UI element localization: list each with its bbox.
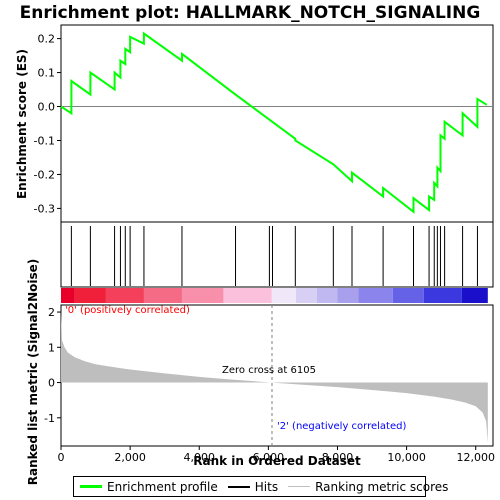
metric-panel: 210-1 0 2,000 4,000 6,000 8,000 10,000 12,000 …: [26, 259, 495, 486]
enrichment-y-tick-label: 0.2: [38, 33, 56, 46]
color-bar-segment: [337, 288, 359, 303]
metric-x-tick-label: 10,000: [387, 451, 426, 464]
color-bar-segment: [392, 288, 424, 303]
color-bar-segment: [105, 288, 144, 303]
metric-x-tick-label: 12,000: [456, 451, 495, 464]
legend-metric-label: Ranking metric scores: [315, 479, 449, 494]
color-bar-segment: [461, 288, 488, 303]
legend-green-line-icon: [80, 485, 102, 488]
enrichment-y-tick-label: 0.0: [38, 101, 56, 114]
metric-x-tick-label: 0: [58, 451, 65, 464]
negative-correlation-label: '2' (negatively correlated): [277, 421, 406, 432]
ranked-metric-area: [61, 310, 488, 443]
enrichment-profile-series: [60, 31, 488, 214]
enrichment-y-ticks: 0.2 0.1 0.0 -0.1 -0.2 -0.3: [34, 33, 61, 215]
metric-x-ticks: 0 2,000 4,000 6,000 8,000 10,000 12,000: [58, 446, 495, 464]
color-bar-segment: [143, 288, 182, 303]
ranking-color-bar: [61, 288, 488, 303]
metric-y-axis-label: Ranked list metric (Signal2Noise): [26, 259, 40, 486]
zero-cross-annotation: Zero cross at 6105: [222, 365, 316, 376]
metric-y-tick-label: 0: [48, 377, 55, 390]
metric-x-tick-label: 4,000: [183, 451, 215, 464]
enrichment-y-tick-label: -0.1: [34, 134, 55, 147]
legend-hits-label: Hits: [254, 479, 279, 494]
positive-correlation-label: '0' (positively correlated): [65, 305, 190, 316]
legend-profile-label: Enrichment profile: [107, 479, 218, 494]
color-bar-segment: [61, 288, 75, 303]
enrichment-profile-line: [60, 31, 488, 214]
chart-title: Enrichment plot: HALLMARK_NOTCH_SIGNALIN…: [20, 3, 481, 23]
enrichment-y-tick-label: 0.1: [38, 67, 56, 80]
legend-gray-line-icon: [288, 486, 311, 487]
legend-black-line-icon: [227, 485, 250, 488]
color-bar-segment: [181, 288, 224, 303]
color-bar-segment: [223, 288, 272, 303]
enrichment-panel: 0.2 0.1 0.0 -0.1 -0.2 -0.3 Enrichment score (…: [15, 24, 494, 223]
metric-x-tick-label: 2,000: [114, 451, 146, 464]
color-bar-segment: [74, 288, 106, 303]
metric-plot-area: [60, 304, 494, 447]
legend: Enrichment profile Hits Ranking metric s…: [73, 476, 448, 497]
metric-y-ticks: 2 1 0 -1: [44, 306, 61, 425]
metric-x-tick-label: 8,000: [322, 451, 354, 464]
color-bar-segment: [423, 288, 462, 303]
color-bar-segment: [271, 288, 297, 303]
color-bar-segment: [316, 288, 338, 303]
color-bar-segment: [296, 288, 317, 303]
metric-y-tick-label: 2: [48, 306, 55, 319]
enrichment-y-tick-label: -0.2: [34, 168, 55, 181]
metric-x-tick-label: 6,000: [253, 451, 285, 464]
legend-item-metric: Ranking metric scores: [288, 480, 448, 494]
hits-panel: [60, 221, 494, 303]
enrichment-y-tick-label: -0.3: [34, 202, 55, 215]
legend-item-hits: Hits: [227, 479, 279, 494]
hit-marks: [70, 226, 478, 286]
color-bar-segment: [358, 288, 393, 303]
metric-x-axis-label: Rank in Ordered Dataset: [193, 454, 361, 468]
hits-plot-area: [60, 221, 494, 288]
enrichment-plot-area: [60, 24, 494, 223]
legend-item-profile: Enrichment profile: [80, 480, 218, 494]
ranked-metric-series: [61, 305, 488, 446]
metric-y-tick-label: -1: [44, 412, 55, 425]
metric-y-tick-label: 1: [48, 341, 55, 354]
enrichment-y-axis-label: Enrichment score (ES): [15, 49, 29, 199]
